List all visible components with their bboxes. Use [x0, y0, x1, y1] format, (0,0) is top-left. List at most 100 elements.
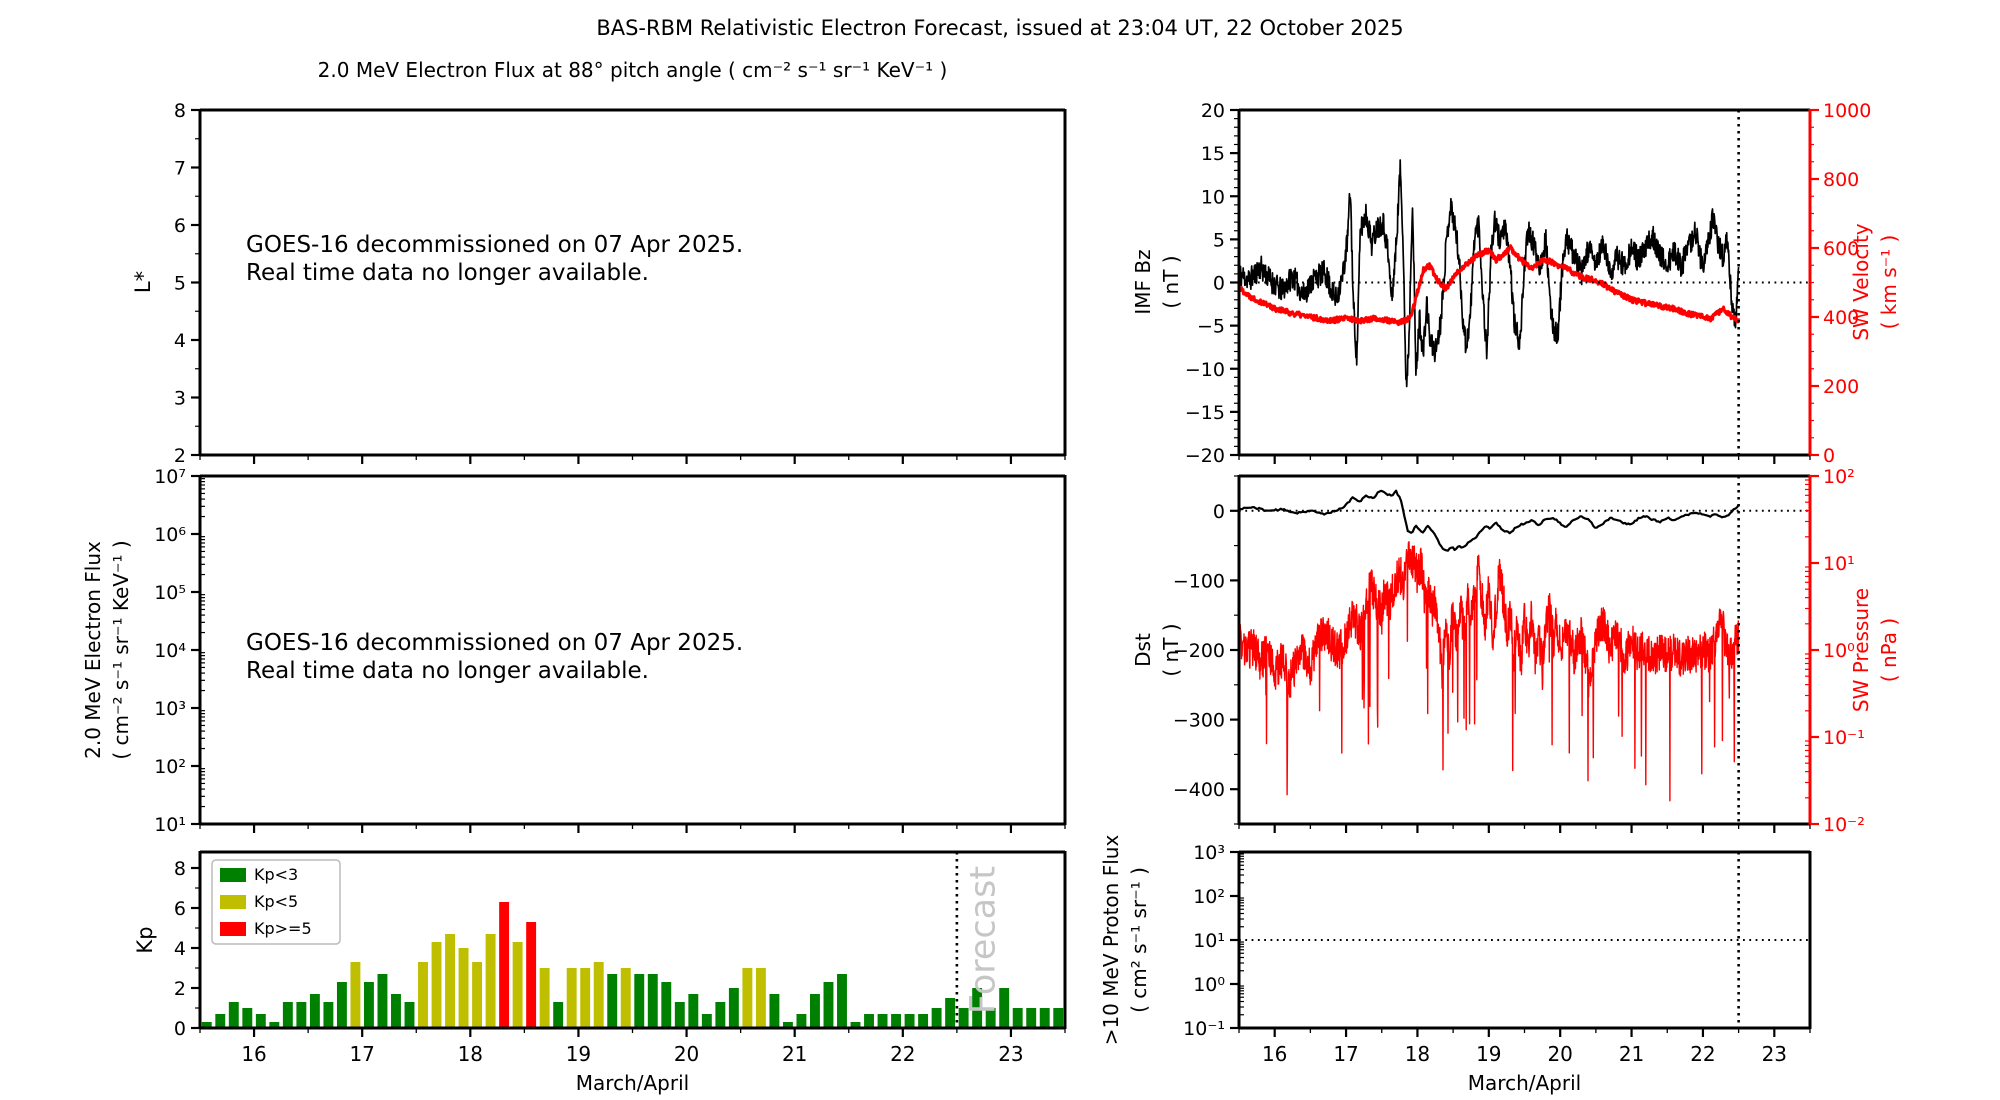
svg-text:−400: −400	[1173, 779, 1225, 801]
svg-text:March/April: March/April	[1468, 1071, 1581, 1095]
svg-text:( km s⁻¹ ): ( km s⁻¹ )	[1877, 235, 1901, 330]
electron-flux-panel-title: 2.0 MeV Electron Flux at 88° pitch angle…	[317, 58, 948, 82]
svg-text:5: 5	[1213, 229, 1225, 251]
svg-text:23: 23	[1762, 1042, 1787, 1066]
svg-text:Real time data no longer avail: Real time data no longer available.	[246, 260, 649, 286]
panel-proton: 16 17 18 19 20 21 22 23 March/April 2025 (UT) 10³ 1…	[1099, 835, 1812, 1100]
svg-text:SW Pressure: SW Pressure	[1849, 588, 1873, 712]
svg-text:8: 8	[174, 100, 186, 122]
svg-text:20: 20	[1547, 1042, 1572, 1066]
svg-text:GOES-16 decommissioned on 07 A: GOES-16 decommissioned on 07 Apr 2025.	[246, 232, 743, 258]
svg-text:−200: −200	[1173, 640, 1225, 662]
svg-text:19: 19	[1476, 1042, 1501, 1066]
svg-text:20: 20	[1201, 100, 1225, 122]
svg-text:200: 200	[1823, 376, 1859, 398]
svg-text:2: 2	[174, 978, 186, 1000]
svg-text:10²: 10²	[1193, 886, 1225, 908]
svg-text:0: 0	[1213, 501, 1225, 523]
svg-text:10²: 10²	[1823, 466, 1855, 488]
svg-text:10¹: 10¹	[154, 814, 186, 836]
svg-text:10²: 10²	[154, 756, 186, 778]
svg-text:( nT ): ( nT )	[1159, 623, 1183, 676]
svg-text:IMF Bz: IMF Bz	[1131, 249, 1155, 314]
svg-text:2.0 MeV Electron Flux: 2.0 MeV Electron Flux	[81, 541, 105, 759]
svg-text:23: 23	[998, 1042, 1023, 1066]
svg-text:( cm⁻² s⁻¹ sr⁻¹ KeV⁻¹ ): ( cm⁻² s⁻¹ sr⁻¹ KeV⁻¹ )	[109, 540, 133, 759]
svg-text:10⁴: 10⁴	[154, 640, 186, 662]
figure-title: BAS-RBM Relativistic Electron Forecast, …	[596, 16, 1404, 40]
svg-text:−100: −100	[1173, 570, 1225, 592]
svg-text:800: 800	[1823, 169, 1859, 191]
svg-text:21: 21	[782, 1042, 807, 1066]
svg-text:Kp: Kp	[133, 926, 157, 953]
svg-text:16: 16	[1262, 1042, 1287, 1066]
panel-flux: 10⁷ 10⁶ 10⁵ 10⁴ 10³ 10² 10¹ 2.0 MeV Electron Fl…	[81, 466, 1067, 836]
svg-text:−20: −20	[1185, 445, 1225, 467]
svg-text:16: 16	[241, 1042, 266, 1066]
series-imf-bz	[1239, 159, 1740, 388]
svg-text:Real time data no longer avail: Real time data no longer available.	[246, 658, 649, 684]
svg-text:20: 20	[674, 1042, 699, 1066]
svg-text:( cm² s⁻¹ sr⁻¹ ): ( cm² s⁻¹ sr⁻¹ )	[1127, 867, 1151, 1013]
svg-text:5: 5	[174, 273, 186, 295]
svg-text:18: 18	[458, 1042, 483, 1066]
kp-legend: Kp<3 Kp<5 Kp>=5	[211, 859, 341, 945]
svg-text:10⁻¹: 10⁻¹	[1183, 1018, 1225, 1040]
svg-text:−5: −5	[1197, 316, 1225, 338]
svg-text:Kp>=5: Kp>=5	[254, 919, 312, 938]
svg-text:2025 (UT): 2025 (UT)	[583, 1097, 683, 1100]
svg-text:15: 15	[1201, 143, 1225, 165]
svg-text:17: 17	[349, 1042, 374, 1066]
svg-text:3: 3	[174, 388, 186, 410]
svg-text:18: 18	[1405, 1042, 1430, 1066]
svg-text:10⁷: 10⁷	[154, 466, 186, 488]
svg-text:Kp<5: Kp<5	[254, 892, 298, 911]
svg-text:7: 7	[174, 158, 186, 180]
series-dst	[1239, 489, 1740, 552]
svg-text:10³: 10³	[154, 698, 186, 720]
series-sw-velocity	[1239, 244, 1741, 327]
svg-text:10⁰: 10⁰	[1193, 974, 1225, 996]
svg-text:0: 0	[174, 1018, 186, 1040]
svg-text:( nT ): ( nT )	[1159, 255, 1183, 308]
svg-text:10: 10	[1201, 186, 1225, 208]
svg-text:10⁵: 10⁵	[154, 582, 186, 604]
svg-text:10⁻²: 10⁻²	[1823, 814, 1865, 836]
svg-text:−15: −15	[1185, 402, 1225, 424]
svg-text:1000: 1000	[1823, 100, 1871, 122]
panel-imf: 20 15 10 5 0 −5 −10 −15 −20 IMF Bz( nT ) 1000 800 60…	[1131, 100, 1901, 467]
svg-text:GOES-16 decommissioned on 07 A: GOES-16 decommissioned on 07 Apr 2025.	[246, 630, 743, 656]
svg-text:March/April: March/April	[576, 1071, 689, 1095]
svg-text:10¹: 10¹	[1193, 930, 1225, 952]
svg-text:600: 600	[1823, 238, 1859, 260]
svg-text:L*: L*	[131, 271, 155, 293]
svg-text:8: 8	[174, 858, 186, 880]
series-sw-pressure	[1239, 541, 1740, 802]
svg-text:4: 4	[174, 938, 186, 960]
svg-text:SW Velocity: SW Velocity	[1849, 223, 1873, 340]
svg-text:2025 (UT): 2025 (UT)	[1475, 1097, 1575, 1100]
svg-text:Dst: Dst	[1131, 633, 1155, 667]
svg-text:10³: 10³	[1193, 842, 1225, 864]
svg-text:Forecast: Forecast	[964, 866, 1004, 1014]
panel-dst: 0 −100 −200 −300 −400 Dst( nT ) 10² 10¹ 10⁰ 10⁻¹ 1…	[1131, 466, 1901, 836]
svg-text:4: 4	[174, 330, 186, 352]
svg-text:−300: −300	[1173, 710, 1225, 732]
svg-text:400: 400	[1823, 307, 1859, 329]
svg-text:21: 21	[1619, 1042, 1644, 1066]
svg-text:6: 6	[174, 898, 186, 920]
svg-text:10⁻¹: 10⁻¹	[1823, 727, 1865, 749]
svg-text:0: 0	[1213, 273, 1225, 295]
svg-text:2: 2	[174, 445, 186, 467]
svg-text:>10 MeV Proton Flux: >10 MeV Proton Flux	[1099, 835, 1123, 1046]
svg-text:−10: −10	[1185, 359, 1225, 381]
svg-text:22: 22	[890, 1042, 915, 1066]
svg-text:10⁰: 10⁰	[1823, 640, 1855, 662]
svg-text:22: 22	[1690, 1042, 1715, 1066]
svg-text:6: 6	[174, 215, 186, 237]
svg-text:Kp<3: Kp<3	[254, 865, 298, 884]
svg-text:0: 0	[1823, 445, 1835, 467]
svg-text:( nPa ): ( nPa )	[1877, 618, 1901, 682]
